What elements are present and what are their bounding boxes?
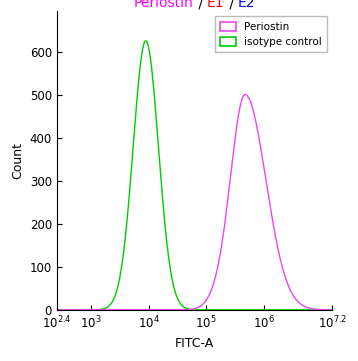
Text: E1: E1 xyxy=(207,0,224,10)
Legend: Periostin, isotype control: Periostin, isotype control xyxy=(215,16,327,52)
Y-axis label: Count: Count xyxy=(11,142,24,179)
Text: Periostin: Periostin xyxy=(134,0,194,10)
X-axis label: FITC-A: FITC-A xyxy=(175,337,214,350)
Text: /: / xyxy=(194,0,207,10)
Text: E2: E2 xyxy=(238,0,255,10)
Text: /: / xyxy=(224,0,238,10)
